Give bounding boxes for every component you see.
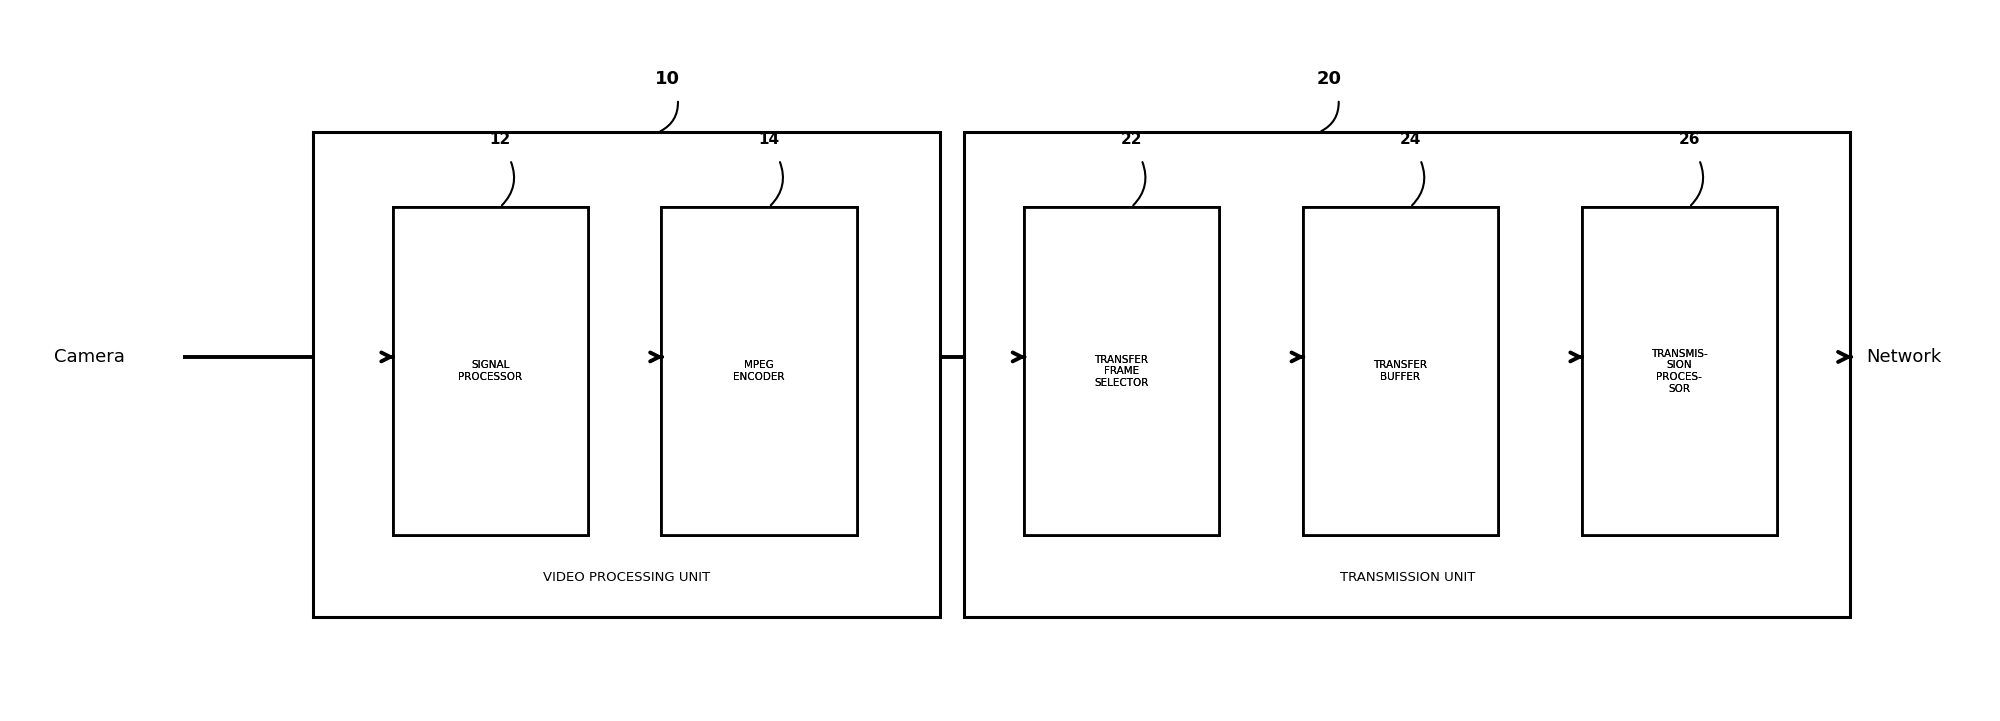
- Text: 10: 10: [656, 70, 680, 88]
- Bar: [1582, 207, 1776, 535]
- Bar: [312, 133, 940, 617]
- Text: TRANSMIS-
SION
PROCES-
SOR: TRANSMIS- SION PROCES- SOR: [1650, 349, 1708, 394]
- Bar: [1302, 207, 1498, 535]
- Text: VIDEO PROCESSING UNIT: VIDEO PROCESSING UNIT: [542, 571, 710, 584]
- Text: TRANSFER
FRAME
SELECTOR: TRANSFER FRAME SELECTOR: [1094, 355, 1148, 388]
- Text: 12: 12: [490, 132, 510, 147]
- Bar: [964, 133, 1850, 617]
- Text: MPEG
ENCODER: MPEG ENCODER: [734, 360, 784, 382]
- Text: MPEG
ENCODER: MPEG ENCODER: [734, 360, 784, 382]
- Text: TRANSFER
BUFFER: TRANSFER BUFFER: [1374, 360, 1428, 382]
- Bar: [392, 207, 588, 535]
- Text: 14: 14: [758, 132, 780, 147]
- Text: TRANSFER
BUFFER: TRANSFER BUFFER: [1374, 360, 1428, 382]
- Bar: [1024, 207, 1220, 535]
- Text: SIGNAL
PROCESSOR: SIGNAL PROCESSOR: [458, 360, 522, 382]
- Bar: [662, 207, 856, 535]
- Text: TRANSFER
FRAME
SELECTOR: TRANSFER FRAME SELECTOR: [1094, 355, 1148, 388]
- Text: 20: 20: [1316, 70, 1342, 88]
- Text: Network: Network: [1866, 348, 1942, 366]
- Bar: [1024, 207, 1220, 535]
- Text: TRANSMIS-
SION
PROCES-
SOR: TRANSMIS- SION PROCES- SOR: [1650, 349, 1708, 394]
- Bar: [662, 207, 856, 535]
- Bar: [392, 207, 588, 535]
- Bar: [1582, 207, 1776, 535]
- Text: SIGNAL
PROCESSOR: SIGNAL PROCESSOR: [458, 360, 522, 382]
- Text: 24: 24: [1400, 132, 1420, 147]
- Bar: [1302, 207, 1498, 535]
- Text: TRANSMISSION UNIT: TRANSMISSION UNIT: [1340, 571, 1474, 584]
- Text: 22: 22: [1120, 132, 1142, 147]
- Text: 26: 26: [1678, 132, 1700, 147]
- Text: Camera: Camera: [54, 348, 124, 366]
